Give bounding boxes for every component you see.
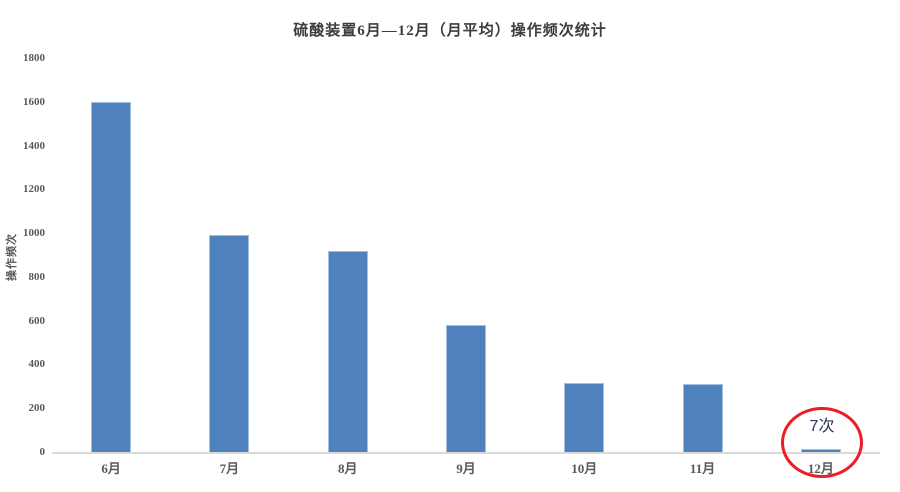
y-tick-800: 800	[28, 270, 46, 283]
red-circle-annotation	[781, 407, 863, 478]
x-tick-11月: 11月	[689, 461, 716, 476]
chart-title: 硫酸装置6月—12月（月平均）操作频次统计	[293, 23, 607, 39]
x-tick-7月: 7月	[219, 461, 240, 476]
y-tick-1600: 1600	[23, 95, 45, 108]
bar-8月	[327, 250, 368, 452]
x-tick-9月: 9月	[456, 461, 476, 476]
y-tick-1800: 1800	[23, 52, 45, 64]
x-tick-10月: 10月	[571, 461, 598, 476]
bar-11月	[682, 384, 723, 452]
bar-10月	[564, 383, 605, 452]
plot-area: 6月 7月 8月 9月 10月 11月 12月	[52, 58, 880, 476]
x-tick-6月: 6月	[101, 461, 121, 476]
x-tick-8月: 8月	[337, 461, 358, 476]
y-tick-200: 200	[28, 402, 46, 415]
bar-6月	[91, 101, 132, 452]
bar-9月	[446, 325, 486, 452]
bar-7月	[209, 235, 250, 452]
y-tick-400: 400	[28, 358, 46, 371]
y-tick-600: 600	[28, 314, 46, 327]
y-tick-1400: 1400	[23, 139, 45, 152]
y-tick-1200: 1200	[23, 183, 45, 196]
y-axis-tick-labels: 1800 1600 1400 1200 1000 800 600 400 200 0	[0, 52, 46, 458]
y-tick-1000: 1000	[23, 227, 45, 240]
y-tick-0: 0	[39, 446, 46, 458]
